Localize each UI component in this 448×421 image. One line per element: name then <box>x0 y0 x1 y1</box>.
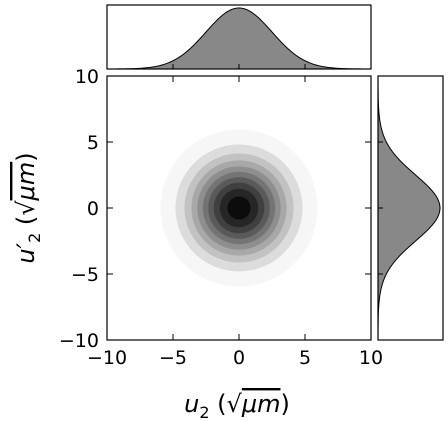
x-tick-label: −10 <box>87 347 127 369</box>
top-marginal-panel <box>106 4 372 70</box>
x-label-paren-close: ) <box>280 390 289 418</box>
right-marginal-ticks <box>378 75 383 341</box>
x-tick-label: 5 <box>299 347 311 369</box>
y-tick-label: 0 <box>87 198 99 220</box>
y-label-var: u <box>12 248 40 263</box>
y-label-paren-close: ) <box>12 152 40 161</box>
x-tick-label: 0 <box>233 347 245 369</box>
y-label-paren-open: (√ <box>12 200 40 233</box>
x-tick-label: 10 <box>359 347 383 369</box>
top-marginal-ticks <box>106 64 372 69</box>
y-label-unit: μm <box>12 162 40 202</box>
y-tick-label: −5 <box>71 264 99 286</box>
x-axis-label: u2 (√μm) <box>184 390 290 421</box>
y-tick-labels: −10 −5 0 5 10 <box>59 66 99 352</box>
svg-text:u′2 (√μm): u′2 (√μm) <box>12 152 44 263</box>
y-label-sub: 2 <box>25 233 44 243</box>
y-label-prime: ′ <box>12 242 40 248</box>
main-panel <box>106 75 372 341</box>
y-tick-label: 5 <box>87 132 99 154</box>
x-label-sub: 2 <box>199 403 209 421</box>
svg-text:u2 (√μm): u2 (√μm) <box>184 390 290 421</box>
x-tick-label: −5 <box>159 347 187 369</box>
x-label-var: u <box>184 390 199 418</box>
y-axis-label: u′2 (√μm) <box>12 152 44 263</box>
right-marginal-density <box>378 76 441 340</box>
density-contours <box>160 129 318 287</box>
contour-level-10 <box>227 196 251 220</box>
x-label-unit: μm <box>241 390 281 418</box>
y-tick-label: 10 <box>75 66 99 88</box>
right-marginal-panel <box>377 75 444 341</box>
main-ticks <box>106 75 372 341</box>
top-marginal-density <box>107 7 371 69</box>
y-tick-label: −10 <box>59 330 99 352</box>
x-label-paren-open: (√ <box>210 390 243 418</box>
x-tick-labels: −10 −5 0 5 10 <box>87 347 383 369</box>
